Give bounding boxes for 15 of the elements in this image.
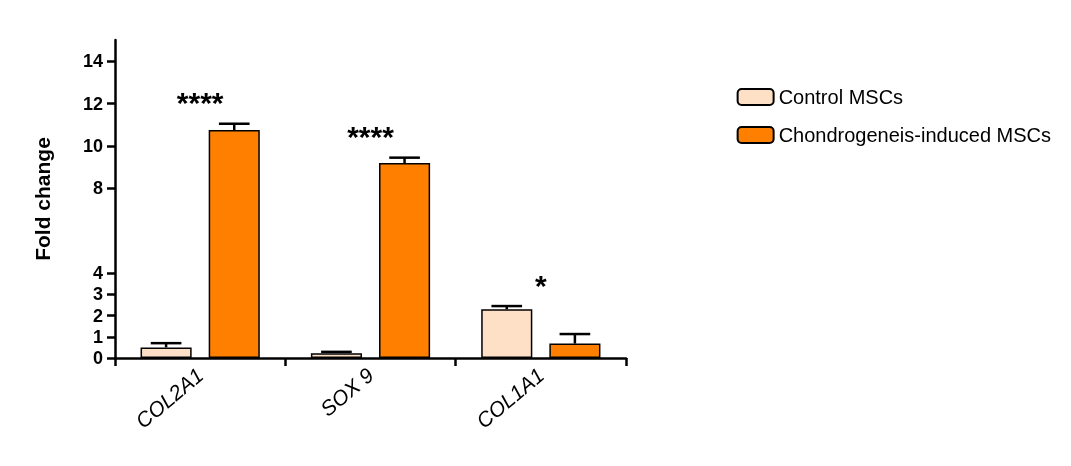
annotation: * [534, 268, 547, 302]
legend-label: Chondrogeneis-induced MSCs [778, 124, 1051, 146]
y-tick-label: 10 [82, 136, 103, 156]
y-tick-label: 1 [92, 326, 103, 347]
y-tick-label: 14 [82, 51, 103, 72]
annotation: **** [347, 120, 395, 154]
y-tick-label: 2 [92, 305, 103, 326]
y-axis-title: Fold change [31, 137, 54, 261]
y-tick-label: 8 [92, 178, 103, 199]
y-tick-label: 4 [92, 263, 103, 284]
y-tick-label: 12 [82, 93, 103, 114]
legend-label: Control MSCs [778, 86, 904, 108]
y-tick-label: 0 [92, 348, 103, 368]
annotation: **** [176, 86, 224, 120]
y-tick-label: 3 [92, 284, 103, 305]
